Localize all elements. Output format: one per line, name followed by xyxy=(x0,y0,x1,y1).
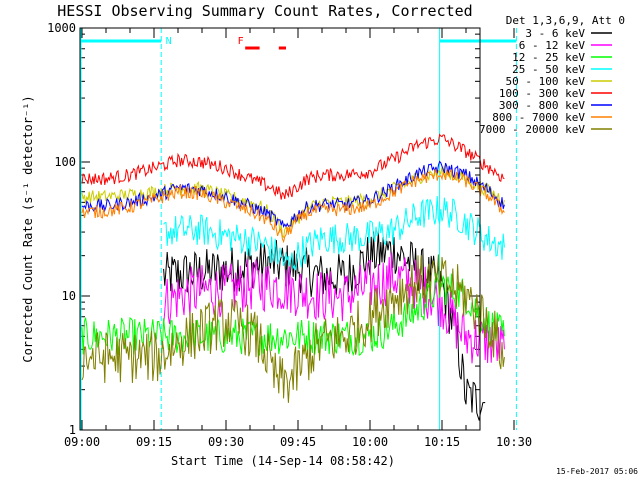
y-tick-label: 10 xyxy=(62,289,76,303)
footer-date-stamp: 15-Feb-2017 05:06 xyxy=(556,467,638,476)
series-line-12-25-kevkev xyxy=(81,272,505,357)
x-tick-label: 10:00 xyxy=(352,435,388,449)
legend-label: 12 - 25 keV xyxy=(512,51,585,64)
legend-label: 100 - 300 keV xyxy=(499,87,585,100)
series-lines xyxy=(81,133,505,421)
legend-label: 300 - 800 keV xyxy=(499,99,585,112)
plot-frame xyxy=(79,27,481,431)
y-tick-label: 1000 xyxy=(47,21,76,35)
axes: 1 10 100 1000 09:00 09:15 09:30 09:45 10:00 10:15… xyxy=(47,21,532,449)
legend-label: 7000 - 20000 keV xyxy=(479,123,585,136)
y-tick-label: 1 xyxy=(69,423,76,437)
y-tick-label: 100 xyxy=(54,155,76,169)
status-label: F xyxy=(238,36,244,47)
chart-title: HESSI Observing Summary Count Rates, Cor… xyxy=(57,2,472,20)
series-line-100-300-kevkev xyxy=(81,133,505,200)
x-tick-label: 09:30 xyxy=(208,435,244,449)
legend-label: 6 - 12 keV xyxy=(519,39,586,52)
series-line-25-50-kevkev xyxy=(163,195,505,271)
series-line-800-7000-kevkev xyxy=(81,168,505,244)
x-tick-label: 10:30 xyxy=(496,435,532,449)
series-line-6-12-kevkev xyxy=(163,252,505,364)
legend-label: 800 - 7000 keV xyxy=(492,111,585,124)
x-tick-label: 09:15 xyxy=(136,435,172,449)
x-tick-label: 09:45 xyxy=(280,435,316,449)
x-tick-label: 10:15 xyxy=(424,435,460,449)
legend-label: 25 - 50 keV xyxy=(512,63,585,76)
legend-label: 3 - 6 keV xyxy=(525,27,585,40)
legend-title: Det 1,3,6,9, Att 0 xyxy=(506,14,625,27)
legend-label: 50 - 100 keV xyxy=(506,75,586,88)
y-axis-label: Corrected Count Rate (s⁻¹ detector⁻¹) xyxy=(21,95,35,362)
series-line-3-6-kevkev xyxy=(163,230,486,421)
series-line-7000-20000-kevkev xyxy=(81,254,505,403)
x-tick-label: 09:00 xyxy=(64,435,100,449)
status-label: N xyxy=(166,36,172,47)
x-axis-label: Start Time (14-Sep-14 08:58:42) xyxy=(171,454,395,468)
